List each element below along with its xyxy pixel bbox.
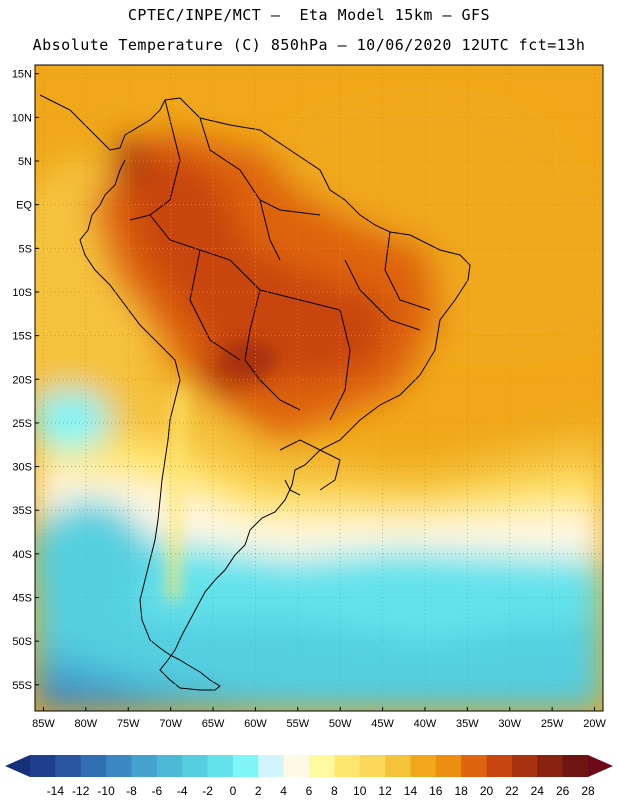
lon-label: 80W: [75, 718, 98, 730]
lon-label: 45W: [371, 718, 394, 730]
lat-label: 35S: [12, 505, 32, 517]
lon-label: 30W: [498, 718, 521, 730]
colorbar-label: 16: [429, 784, 443, 798]
colorbar-label: 0: [230, 784, 237, 798]
colorbar-min-arrow: [5, 755, 30, 777]
colorbar-label: -2: [202, 784, 213, 798]
colorbar-swatch: [359, 755, 386, 777]
temperature-field: [35, 65, 603, 711]
colorbar-swatch: [486, 755, 513, 777]
colorbar-swatch: [106, 755, 132, 777]
lat-label: 45S: [12, 593, 32, 605]
colorbar-label: 20: [480, 784, 494, 798]
lat-label: 5N: [18, 156, 32, 168]
colorbar-swatch: [55, 755, 82, 777]
lon-label: 50W: [329, 718, 352, 730]
colorbar-swatch: [182, 755, 209, 777]
colorbar-swatch: [461, 755, 488, 777]
colorbar-label: 24: [531, 784, 545, 798]
colorbar-swatch: [435, 755, 462, 777]
colorbar-swatch: [334, 755, 361, 777]
colorbar-max-arrow: [588, 755, 613, 777]
map-frame: [34, 64, 604, 712]
colorbar-label: 26: [556, 784, 570, 798]
lat-label: 5S: [19, 243, 32, 255]
lat-label: 15N: [12, 69, 32, 81]
map-title-line-2: Absolute Temperature (C) 850hPa – 10/06/…: [32, 36, 586, 54]
lon-label: 85W: [32, 718, 55, 730]
lat-label: 30S: [12, 462, 32, 474]
colorbar-label: 22: [505, 784, 519, 798]
lat-label: EQ: [16, 200, 32, 212]
lon-label: 60W: [244, 718, 267, 730]
colorbar-swatch: [309, 755, 335, 777]
colorbar-label: -12: [72, 784, 90, 798]
colorbar-label: 6: [306, 784, 313, 798]
colorbar-label: -8: [126, 784, 137, 798]
lon-label: 75W: [117, 718, 140, 730]
lat-label: 20S: [12, 374, 32, 386]
lat-label: 10N: [12, 112, 32, 124]
lat-label: 50S: [12, 636, 32, 648]
colorbar-swatch: [207, 755, 234, 777]
lat-label: 25S: [12, 418, 32, 430]
lon-label: 70W: [159, 718, 182, 730]
lat-label: 40S: [12, 549, 32, 561]
lon-label: 65W: [202, 718, 225, 730]
colorbar-swatch: [385, 755, 411, 777]
colorbar-label: -14: [47, 784, 65, 798]
colorbar-label: 8: [331, 784, 338, 798]
lon-label: 35W: [456, 718, 479, 730]
lat-label: 55S: [12, 680, 32, 692]
colorbar-label: 4: [280, 784, 287, 798]
lat-lon-gridlines: [35, 65, 603, 711]
colorbar-label: 2: [255, 784, 262, 798]
lon-label: 25W: [541, 718, 564, 730]
lat-label: 10S: [12, 287, 32, 299]
colorbar-swatch: [258, 755, 285, 777]
colorbar-label: -6: [151, 784, 162, 798]
colorbar-label: -10: [97, 784, 115, 798]
coastlines: [39, 94, 471, 691]
colorbar-swatch: [30, 755, 56, 777]
colorbar-swatch: [410, 755, 437, 777]
colorbar-label: 14: [404, 784, 418, 798]
colorbar-label: -4: [177, 784, 188, 798]
colorbar-swatch: [232, 755, 259, 777]
colorbar-label: 28: [581, 784, 595, 798]
colorbar-swatch: [80, 755, 107, 777]
colorbar-swatch: [537, 755, 564, 777]
lon-label: 20W: [583, 718, 606, 730]
latitude-labels: 15N 10N 5N EQ 5S 10S 15S 20S 25S 30S 35S 40S 45S 50S 5…: [12, 69, 33, 692]
lon-label: 40W: [414, 718, 437, 730]
colorbar-label: 10: [353, 784, 367, 798]
axis-ticks: [35, 73, 596, 711]
longitude-labels: 85W 80W 75W 70W 65W 60W 55W 50W 45W 40W 35W 30W 25W 2…: [32, 718, 606, 730]
colorbar-swatch: [283, 755, 310, 777]
map-title-line-1: CPTEC/INPE/MCT – Eta Model 15km – GFS: [127, 6, 491, 24]
colorbar-swatch: [131, 755, 158, 777]
colorbar-swatch: [156, 755, 183, 777]
colorbar-swatch: [511, 755, 538, 777]
lon-label: 55W: [286, 718, 309, 730]
lat-label: 15S: [12, 331, 32, 343]
colorbar-swatch: [562, 755, 589, 777]
colorbar-label: 18: [455, 784, 469, 798]
colorbar-label: 12: [378, 784, 392, 798]
